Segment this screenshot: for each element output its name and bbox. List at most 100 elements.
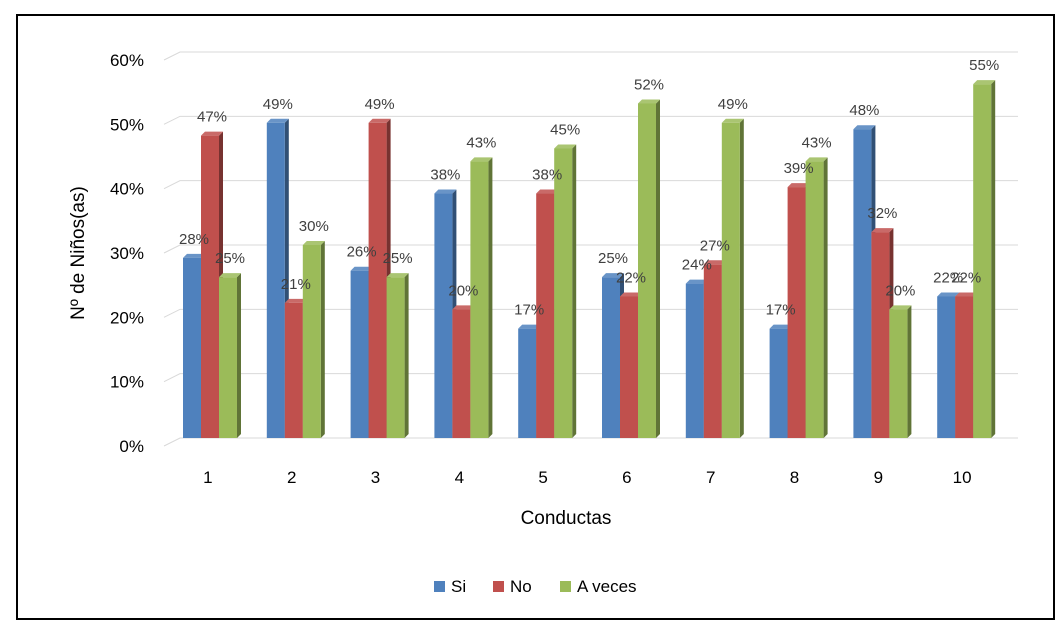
bar-top [955, 292, 978, 297]
y-tick-label: 50% [110, 115, 144, 134]
bar-top [554, 144, 577, 149]
bar-front [201, 135, 219, 438]
data-label: 52% [634, 76, 664, 93]
bar [973, 80, 996, 439]
bar-top [201, 131, 223, 136]
data-label: 25% [215, 250, 245, 267]
legend-item: No [493, 577, 532, 596]
bar-top [452, 305, 475, 310]
y-axis-ticks: 0% 10% 20% 30% 40% 50% 60% [110, 51, 144, 456]
bar-top [518, 324, 541, 329]
bar-front [302, 245, 321, 438]
bar-front [284, 302, 303, 438]
x-tick-label: 10 [953, 468, 972, 487]
bar-top [703, 260, 726, 265]
bar-top [470, 157, 493, 162]
data-label: 20% [885, 282, 915, 299]
bar-front [266, 122, 285, 439]
bar-side [237, 273, 241, 438]
bars [183, 80, 996, 439]
bar-side [991, 80, 996, 439]
data-label: 22% [951, 269, 981, 286]
y-tick-label: 0% [119, 437, 144, 456]
data-label: 45% [550, 122, 580, 139]
bar-top [769, 324, 792, 329]
bar-front [871, 232, 890, 438]
bar-front [787, 187, 806, 438]
bar-top [973, 80, 996, 85]
data-label: 28% [179, 231, 209, 248]
bar-front [721, 122, 740, 439]
x-axis-ticks: 1 2 3 4 5 6 7 8 9 10 [203, 468, 971, 487]
bar-top [183, 253, 205, 258]
bar-front [889, 309, 908, 438]
bar-front [937, 296, 956, 438]
data-label: 17% [766, 302, 796, 319]
y-tick-label: 20% [110, 308, 144, 327]
x-tick-label: 8 [790, 468, 799, 487]
bar-front [769, 328, 788, 438]
bar-top [350, 266, 373, 271]
bar-front [368, 122, 387, 439]
bar-front [470, 161, 489, 438]
bar-top [386, 273, 409, 278]
y-tick-label: 40% [110, 180, 144, 199]
bar-side [823, 157, 828, 438]
bar-side [907, 305, 912, 438]
bar-front [518, 328, 537, 438]
bar [219, 273, 241, 438]
bar-side [488, 157, 493, 438]
legend-item: A veces [560, 577, 637, 596]
bar [386, 273, 409, 438]
bar-top [805, 157, 828, 162]
legend-label: A veces [577, 577, 637, 596]
data-label: 24% [682, 257, 712, 274]
bar-top [266, 118, 289, 123]
bar-front [805, 161, 824, 438]
y-tick-label: 30% [110, 244, 144, 263]
data-label: 39% [784, 160, 814, 177]
bar [638, 99, 660, 438]
legend-swatch [434, 581, 445, 592]
data-label: 25% [598, 250, 628, 267]
bar-top [721, 118, 744, 123]
y-axis-title: Nº de Niños(as) [68, 186, 89, 320]
legend-swatch [493, 581, 504, 592]
bar [805, 157, 828, 438]
legend-label: Si [451, 577, 466, 596]
bar [721, 118, 744, 439]
bar-front [620, 296, 638, 438]
bar-top [434, 189, 457, 194]
x-tick-label: 7 [706, 468, 715, 487]
bar-front [602, 277, 620, 438]
data-label: 17% [514, 302, 544, 319]
bar-top [602, 273, 624, 278]
bar-front [554, 148, 573, 438]
bar-top [536, 189, 559, 194]
data-label: 25% [383, 250, 413, 267]
data-label: 49% [365, 96, 395, 113]
data-label: 26% [347, 244, 377, 261]
bar-top [219, 273, 241, 278]
data-label: 22% [933, 269, 963, 286]
bar [554, 144, 577, 438]
bar-front [853, 129, 872, 438]
x-tick-label: 2 [287, 468, 296, 487]
data-label: 55% [969, 57, 999, 74]
bar-side [404, 273, 409, 438]
x-axis-title: Conductas [521, 508, 612, 529]
bar-side [656, 99, 660, 438]
bar-front [703, 264, 722, 438]
bar-side [320, 241, 325, 438]
x-tick-label: 9 [874, 468, 883, 487]
bar-front [386, 277, 405, 438]
bar-top [937, 292, 960, 297]
data-labels: 28% 47% 25% 49% 21% 30% 26% 49% 25% 38% 20% 43% 17% 3… [179, 57, 999, 318]
legend-swatch [560, 581, 571, 592]
x-tick-label: 5 [538, 468, 547, 487]
bar-front [219, 277, 237, 438]
data-label: 21% [281, 276, 311, 293]
legend-item: Si [434, 577, 466, 596]
legend-label: No [510, 577, 532, 596]
